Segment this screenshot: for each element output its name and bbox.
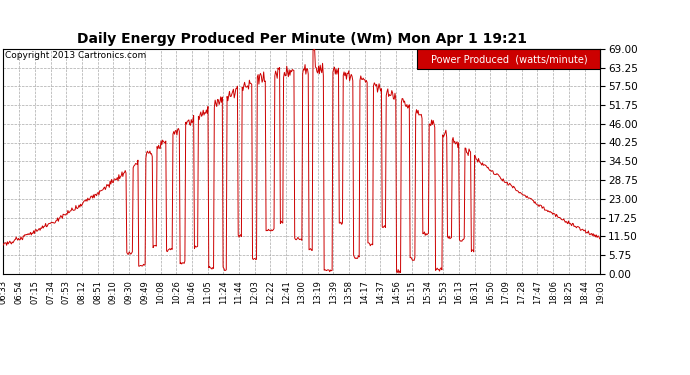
Text: Copyright 2013 Cartronics.com: Copyright 2013 Cartronics.com [5, 51, 146, 60]
Text: Power Produced  (watts/minute): Power Produced (watts/minute) [431, 54, 587, 64]
Title: Daily Energy Produced Per Minute (Wm) Mon Apr 1 19:21: Daily Energy Produced Per Minute (Wm) Mo… [77, 32, 527, 46]
